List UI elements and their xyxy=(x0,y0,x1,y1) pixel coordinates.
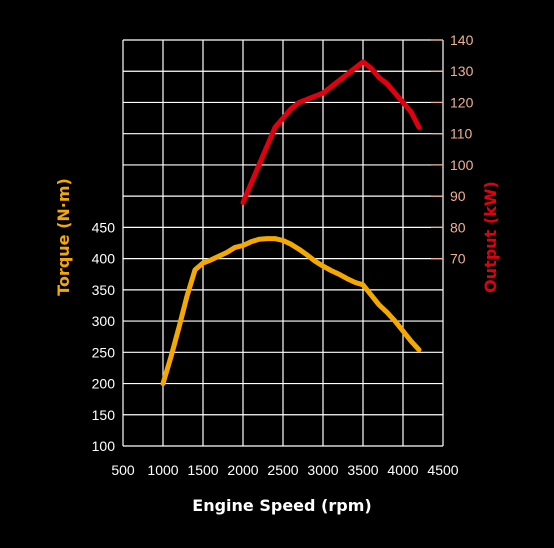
left-axis-title: Torque (N·m) xyxy=(54,178,73,296)
x-tick-label: 3000 xyxy=(307,462,338,478)
x-axis-title: Engine Speed (rpm) xyxy=(192,496,371,515)
y-left-tick-label: 200 xyxy=(92,376,116,392)
y-right-tick-label: 90 xyxy=(450,188,466,204)
torque-series-line xyxy=(160,236,422,386)
y-left-tick-label: 300 xyxy=(92,313,116,329)
y-right-tick-label: 70 xyxy=(450,251,466,267)
y-left-tick-label: 400 xyxy=(92,251,116,267)
output-series-line xyxy=(240,59,422,205)
tick-labels: 500 1000 1500 2000 2500 3000 3500 4000 4500 100 15… xyxy=(92,32,474,478)
y-right-tick-label: 110 xyxy=(450,126,473,142)
y-right-tick-label: 140 xyxy=(450,32,474,48)
x-tick-label: 3500 xyxy=(347,462,378,478)
x-tick-label: 4500 xyxy=(427,462,458,478)
x-tick-label: 500 xyxy=(111,462,135,478)
series-layer xyxy=(160,59,422,386)
y-left-tick-label: 150 xyxy=(92,407,116,423)
y-right-tick-label: 100 xyxy=(450,157,474,173)
y-left-tick-label: 450 xyxy=(92,219,116,235)
x-tick-label: 1500 xyxy=(187,462,218,478)
grid xyxy=(122,39,444,447)
y-right-tick-label: 80 xyxy=(450,219,466,235)
right-tick-marks xyxy=(431,39,443,260)
x-tick-label: 4000 xyxy=(387,462,418,478)
right-axis-title: Output (kW) xyxy=(481,181,500,293)
x-tick-label: 2000 xyxy=(227,462,258,478)
x-tick-label: 1000 xyxy=(147,462,178,478)
y-left-tick-label: 350 xyxy=(92,282,116,298)
y-right-tick-label: 120 xyxy=(450,94,474,110)
x-tick-label: 2500 xyxy=(267,462,298,478)
y-right-tick-label: 130 xyxy=(450,63,474,79)
y-left-tick-label: 250 xyxy=(92,344,116,360)
y-left-tick-label: 100 xyxy=(92,438,116,454)
